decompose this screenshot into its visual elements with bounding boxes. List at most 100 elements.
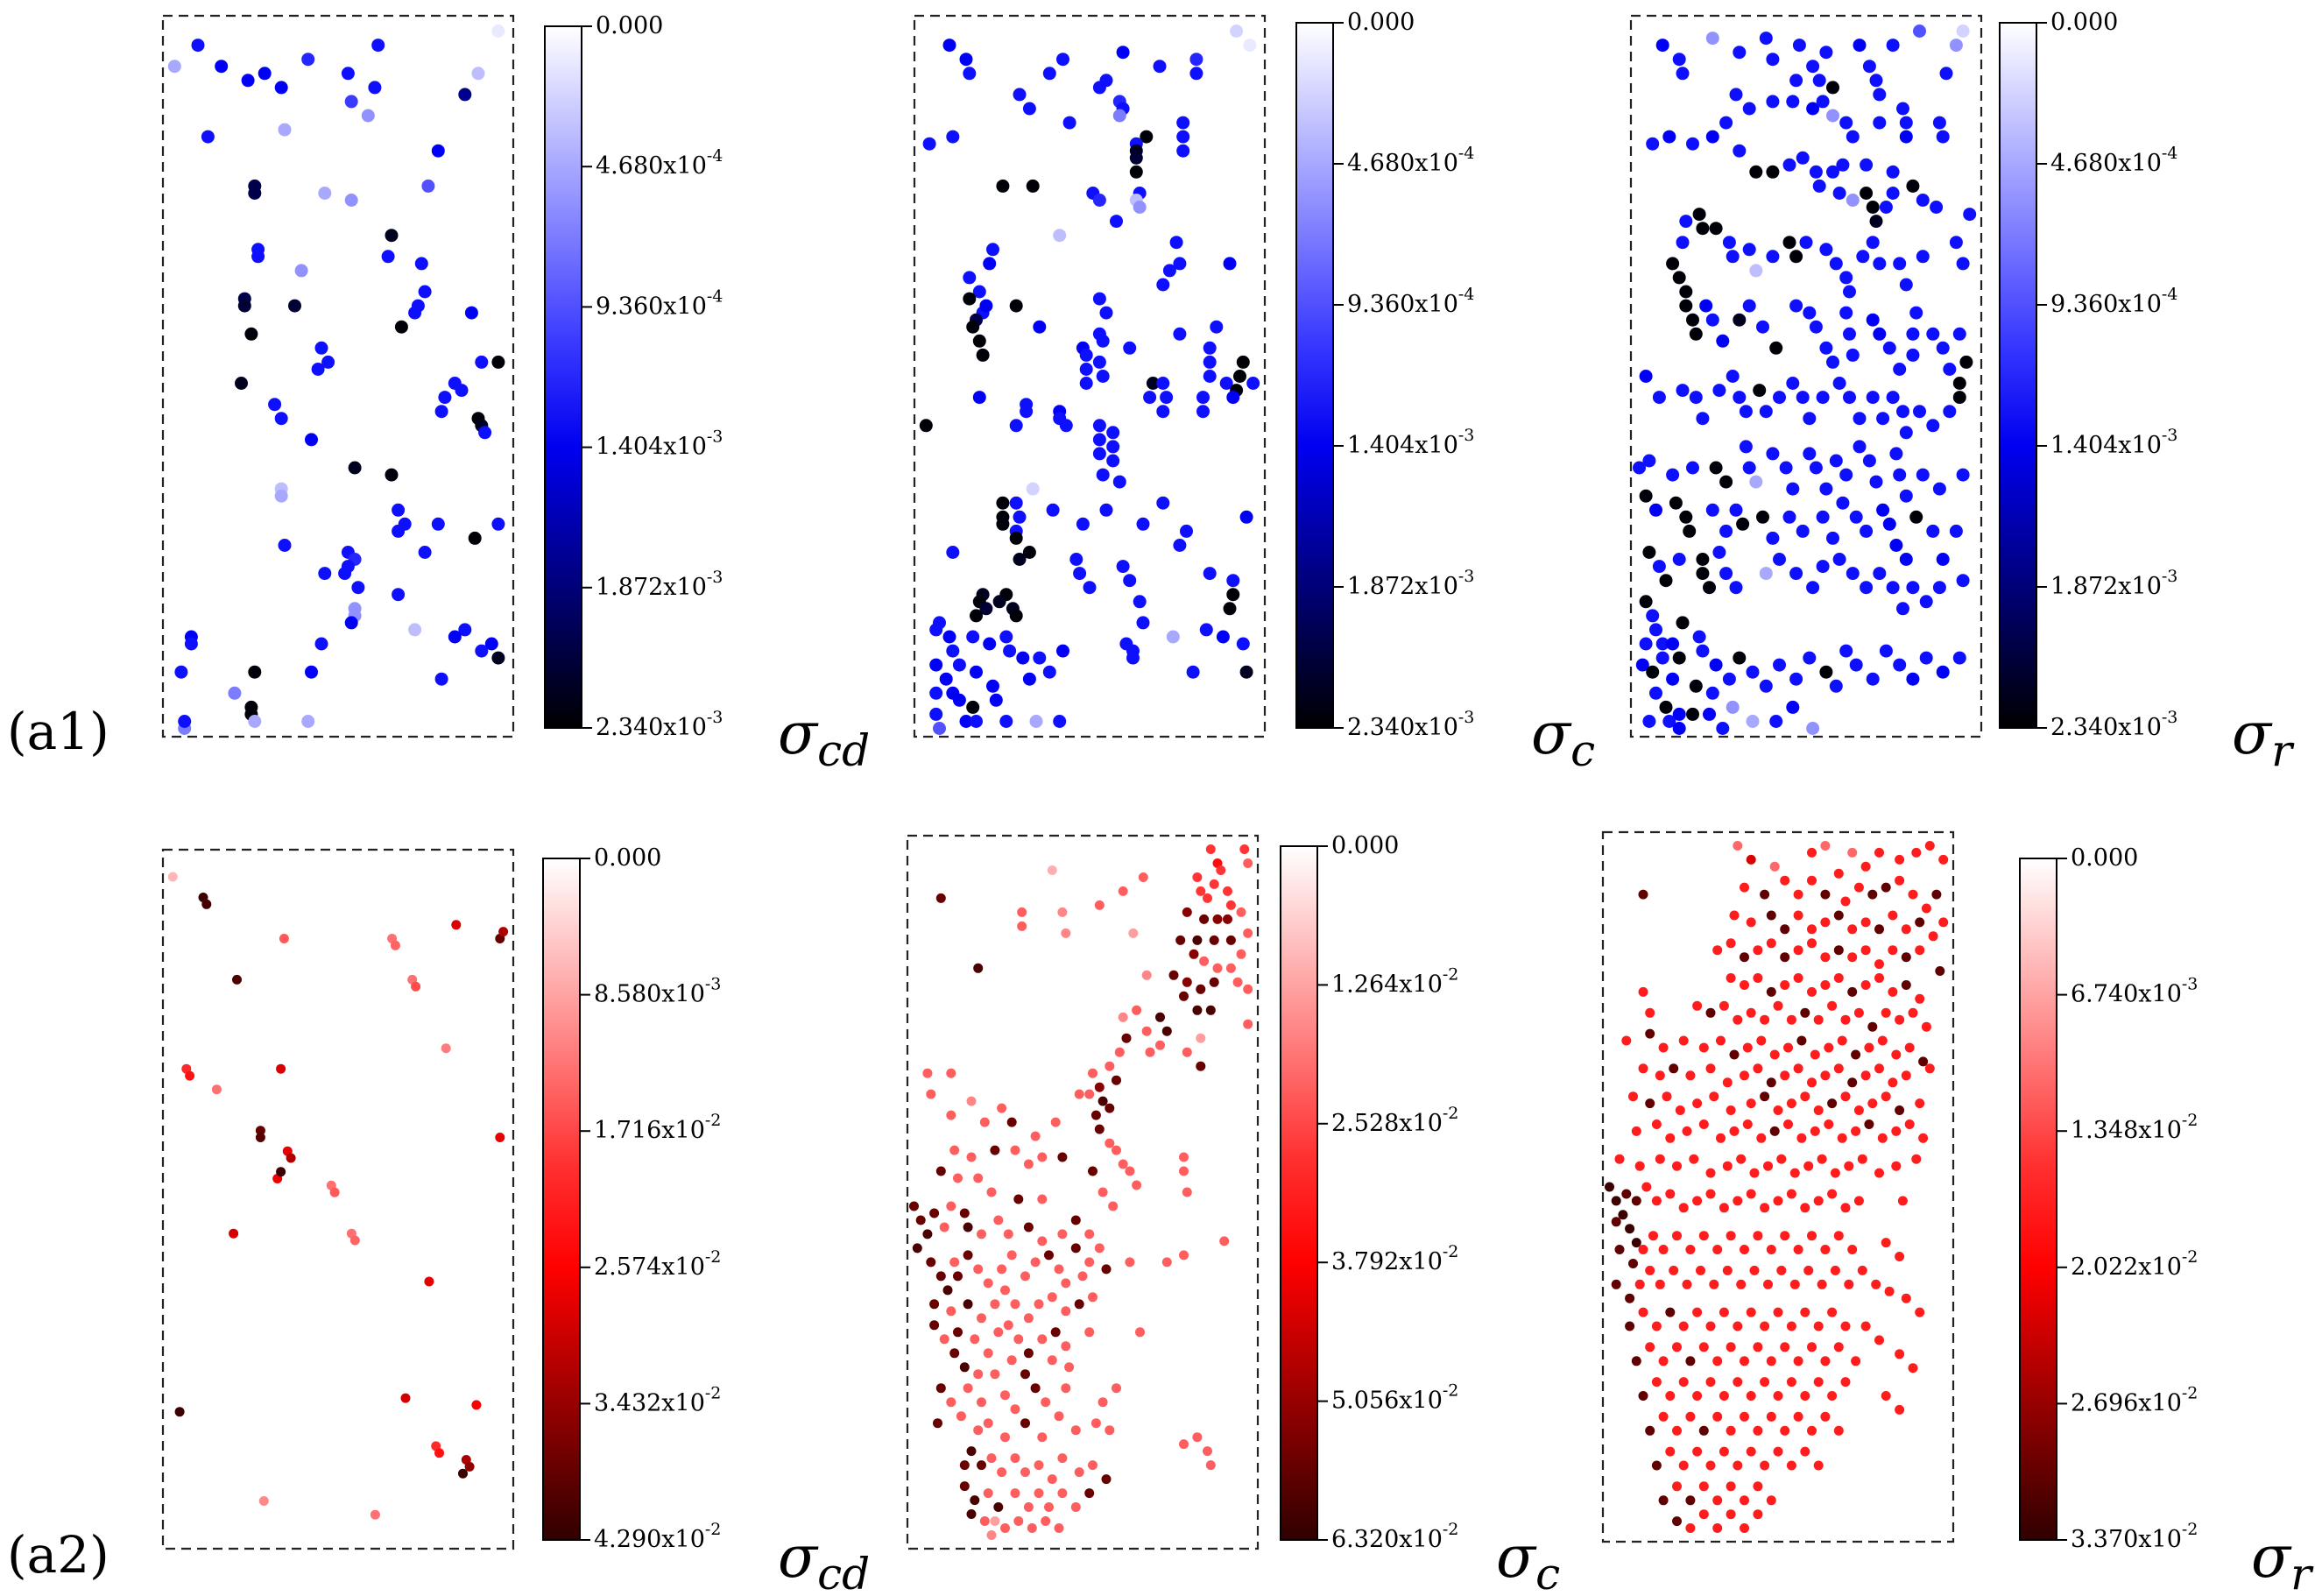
data-point [1736, 517, 1750, 531]
data-point [1169, 236, 1183, 250]
data-point [1800, 1007, 1810, 1018]
data-point [1155, 1040, 1165, 1050]
data-point [1908, 1363, 1918, 1374]
data-point [1760, 889, 1770, 900]
data-point [949, 1145, 960, 1155]
data-point [1817, 1154, 1827, 1164]
data-point [344, 194, 358, 207]
data-point [1876, 412, 1890, 426]
data-point [990, 1516, 1000, 1526]
data-point [1709, 222, 1723, 236]
data-point [1843, 285, 1856, 299]
data-point [1899, 489, 1913, 503]
data-point [1911, 847, 1922, 858]
data-point [1810, 1049, 1820, 1060]
data-point [201, 899, 212, 909]
data-point [1057, 907, 1068, 917]
data-point [1833, 945, 1844, 956]
data-point [1742, 299, 1756, 313]
data-point [1645, 1007, 1655, 1018]
data-point [1810, 1126, 1820, 1136]
data-point [1809, 461, 1823, 475]
data-point [1766, 1495, 1776, 1506]
data-point [979, 602, 993, 616]
scatter-a1-r [1633, 25, 1977, 735]
data-point [279, 934, 289, 943]
data-point [1809, 165, 1823, 179]
data-point [1796, 524, 1810, 538]
data-point [255, 1126, 265, 1136]
data-point [1023, 1159, 1034, 1169]
data-point [305, 665, 318, 679]
colorbar-tick-label: 0.000 [594, 844, 661, 872]
data-point [1726, 938, 1736, 949]
panel-frame-a1-c [913, 14, 1267, 738]
data-point [970, 1334, 980, 1345]
data-point [1161, 1026, 1172, 1036]
data-point [431, 144, 445, 158]
data-point [1867, 1098, 1878, 1109]
data-point [1826, 531, 1839, 545]
data-point [1860, 861, 1871, 872]
data-point [1719, 1307, 1729, 1317]
data-point [1803, 412, 1817, 426]
data-point [1936, 553, 1950, 566]
data-point [997, 1467, 1007, 1478]
data-point [1655, 651, 1669, 665]
data-point [1013, 510, 1027, 524]
data-point [1096, 334, 1110, 348]
data-point [1899, 278, 1913, 292]
data-point [1827, 1098, 1838, 1109]
data-point [1189, 949, 1199, 959]
data-point [1033, 651, 1047, 665]
data-point [1829, 679, 1843, 693]
data-point [1891, 1049, 1902, 1060]
data-point [1881, 1238, 1891, 1248]
data-point [979, 299, 993, 313]
data-point [1013, 1334, 1024, 1345]
data-point [1692, 1196, 1703, 1206]
data-point [1648, 1231, 1658, 1241]
data-point [1034, 1299, 1044, 1310]
data-point [1679, 215, 1693, 229]
data-point [1133, 595, 1147, 609]
data-point [1827, 1391, 1838, 1401]
colorbar-tick-label: 9.360x10-4 [1347, 285, 1474, 318]
data-point [1182, 1187, 1192, 1197]
data-point [1057, 1229, 1068, 1239]
data-point [1112, 109, 1126, 123]
data-point [1016, 651, 1030, 665]
data-point [1225, 963, 1236, 973]
colorbar-ticks-a1-c: 0.000 4.680x10-4 9.360x10-4 1.404x10-3 1.872… [1333, 9, 1474, 741]
data-point [1638, 1391, 1648, 1401]
data-point [1059, 419, 1073, 433]
data-point [1098, 1397, 1108, 1408]
data-point [329, 1187, 340, 1197]
data-point [1753, 1481, 1763, 1492]
data-point [1638, 1307, 1648, 1317]
data-point [1793, 945, 1803, 956]
colorbar-tick-label: 1.716x10-2 [594, 1111, 721, 1144]
data-point [1209, 879, 1219, 889]
data-point [912, 1243, 922, 1253]
data-point [1803, 306, 1817, 320]
data-point [438, 391, 452, 405]
data-point [959, 1208, 970, 1218]
data-point [1820, 917, 1831, 928]
data-point [1678, 1377, 1689, 1388]
data-point [1153, 60, 1167, 74]
data-point [1037, 1432, 1048, 1443]
data-point [1906, 581, 1920, 595]
data-point [929, 686, 943, 700]
data-point [1759, 405, 1773, 419]
data-point [1749, 264, 1763, 278]
data-point [1736, 1154, 1747, 1164]
data-point [361, 109, 375, 123]
data-point [1873, 567, 1887, 581]
data-point [1672, 53, 1686, 67]
data-point [1726, 1509, 1736, 1520]
data-point [468, 531, 482, 545]
data-point [986, 1187, 997, 1197]
data-point [1061, 1278, 1071, 1289]
data-point [1074, 1467, 1084, 1478]
